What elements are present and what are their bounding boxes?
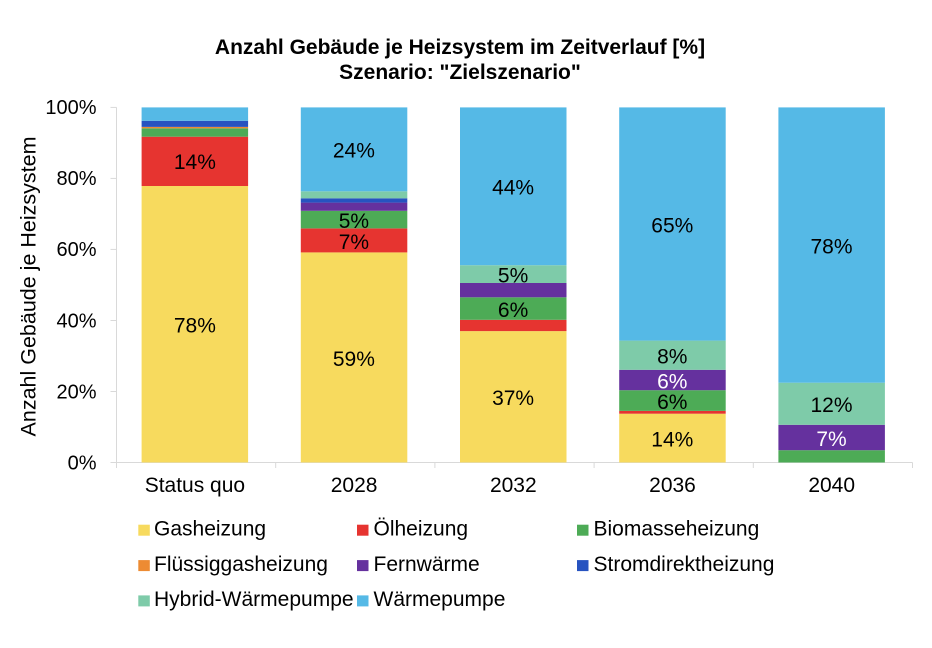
svg-text:6%: 6% — [657, 370, 687, 393]
svg-text:6%: 6% — [657, 391, 687, 414]
svg-text:24%: 24% — [333, 140, 375, 163]
svg-text:12%: 12% — [810, 394, 852, 417]
svg-text:60%: 60% — [56, 239, 96, 261]
svg-text:Wärmepumpe: Wärmepumpe — [374, 588, 506, 611]
svg-text:2040: 2040 — [808, 474, 855, 497]
svg-text:80%: 80% — [56, 168, 96, 190]
svg-text:14%: 14% — [174, 151, 216, 174]
svg-text:8%: 8% — [657, 346, 687, 369]
svg-text:100%: 100% — [45, 97, 96, 119]
svg-text:40%: 40% — [56, 310, 96, 332]
svg-text:Anzahl Gebäude je Heizsystem i: Anzahl Gebäude je Heizsystem im Zeitverl… — [215, 36, 705, 59]
svg-text:Ölheizung: Ölheizung — [374, 517, 469, 540]
svg-text:2032: 2032 — [490, 474, 537, 497]
svg-text:5%: 5% — [498, 265, 528, 288]
svg-text:65%: 65% — [651, 214, 693, 237]
svg-text:20%: 20% — [56, 381, 96, 403]
svg-text:Stromdirektheizung: Stromdirektheizung — [594, 553, 775, 576]
svg-text:Status quo: Status quo — [145, 474, 245, 497]
svg-text:78%: 78% — [174, 315, 216, 338]
svg-text:0%: 0% — [68, 453, 97, 475]
svg-text:Fernwärme: Fernwärme — [374, 553, 480, 576]
svg-text:7%: 7% — [339, 231, 369, 254]
svg-text:2028: 2028 — [331, 474, 378, 497]
svg-text:Szenario: "Zielszenario": Szenario: "Zielszenario" — [339, 61, 581, 84]
svg-text:Anzahl Gebäude je Heizsystem: Anzahl Gebäude je Heizsystem — [17, 137, 41, 437]
svg-text:7%: 7% — [816, 428, 846, 451]
svg-text:Biomasseheizung: Biomasseheizung — [594, 517, 760, 540]
svg-text:78%: 78% — [810, 235, 852, 258]
svg-text:6%: 6% — [498, 299, 528, 322]
svg-text:59%: 59% — [333, 348, 375, 371]
svg-text:14%: 14% — [651, 429, 693, 452]
svg-text:Hybrid-Wärmepumpe: Hybrid-Wärmepumpe — [154, 588, 354, 611]
svg-text:Gasheizung: Gasheizung — [154, 517, 266, 540]
svg-text:37%: 37% — [492, 387, 534, 410]
svg-text:2036: 2036 — [649, 474, 696, 497]
svg-text:5%: 5% — [339, 210, 369, 233]
svg-text:44%: 44% — [492, 177, 534, 200]
svg-text:Flüssiggasheizung: Flüssiggasheizung — [154, 553, 328, 576]
